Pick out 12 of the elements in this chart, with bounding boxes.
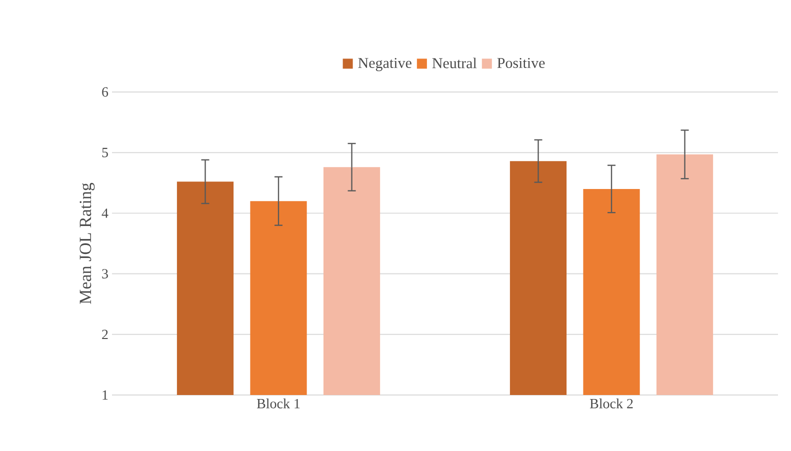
x-tick-label: Block 2 — [590, 398, 633, 408]
y-axis-title: Mean JOL Rating — [80, 182, 95, 304]
x-tick-label: Block 1 — [256, 398, 300, 408]
y-tick-label: 4 — [102, 208, 108, 218]
y-tick-label: 5 — [102, 148, 108, 158]
legend-label: Neutral — [432, 58, 477, 68]
y-tick-label: 6 — [102, 87, 108, 97]
legend-label: Positive — [497, 58, 545, 68]
y-tick-label: 1 — [102, 390, 108, 400]
legend-label: Negative — [358, 58, 412, 72]
y-tick-label: 2 — [102, 330, 108, 340]
y-tick-label: 3 — [102, 269, 108, 278]
